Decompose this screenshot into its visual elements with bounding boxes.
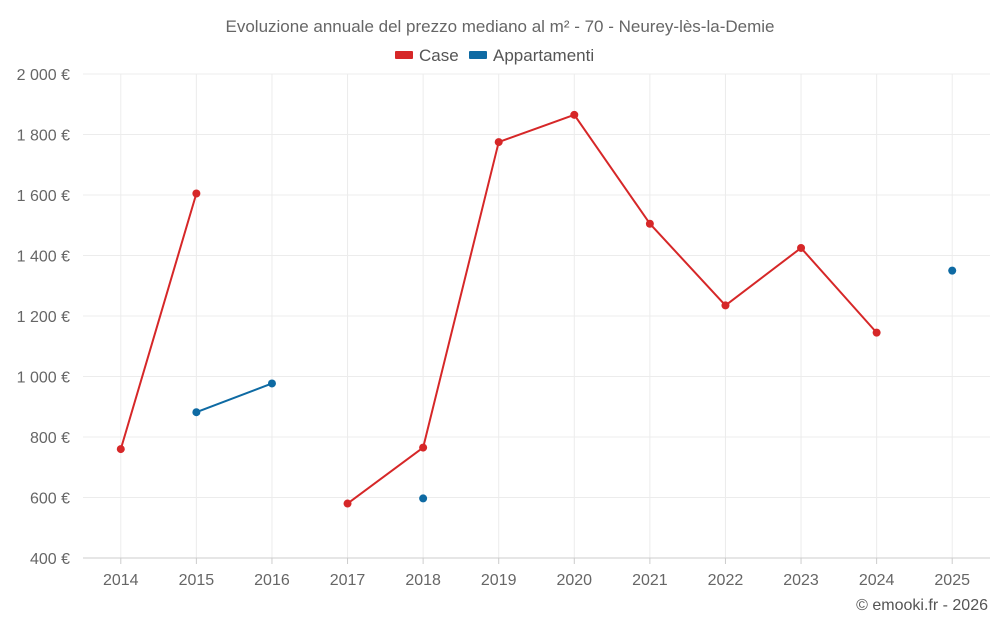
data-point-case-2017[interactable] [343, 499, 352, 508]
y-tick-label: 1 800 € [17, 128, 70, 145]
data-point-case-2020[interactable] [570, 110, 579, 119]
legend-swatch-case [395, 51, 413, 59]
series-case-segment [573, 113, 651, 225]
y-tick-label: 2 000 € [17, 67, 70, 84]
series-case-segment [800, 246, 878, 334]
y-tick-label: 1 400 € [17, 249, 70, 266]
series-case-segment [648, 222, 727, 307]
x-tick-label: 2021 [632, 572, 668, 589]
data-point-appartamenti-2016[interactable] [267, 379, 276, 388]
data-point-case-2022[interactable] [721, 301, 730, 310]
x-tick-label: 2019 [481, 572, 517, 589]
data-point-case-2023[interactable] [797, 243, 806, 252]
x-tick-label: 2020 [556, 572, 592, 589]
y-axis: 400 € 600 € 800 € 1 000 € 1 200 € 1 400 € 1 60… [17, 67, 70, 568]
y-tick-label: 800 € [30, 430, 70, 447]
y-tick-label: 1 000 € [17, 370, 70, 387]
grid [83, 73, 990, 559]
data-point-appartamenti-2025[interactable] [948, 266, 957, 275]
data-point-appartamenti-2018[interactable] [419, 494, 428, 503]
data-point-case-2015[interactable] [192, 189, 201, 198]
x-axis: 2014 2015 2016 2017 2018 2019 2020 2021 2022 2023… [83, 557, 990, 589]
data-point-case-2024[interactable] [872, 328, 881, 337]
x-tick-label: 2023 [783, 572, 819, 589]
y-tick-label: 600 € [30, 491, 70, 508]
legend-label-appartamenti[interactable]: Appartamenti [493, 46, 594, 65]
data-point-case-2014[interactable] [116, 445, 125, 454]
data-point-appartamenti-2015[interactable] [192, 408, 201, 417]
legend-label-case[interactable]: Case [419, 46, 459, 65]
data-point-case-2019[interactable] [494, 138, 503, 147]
credit-text: © emooki.fr - 2026 [856, 597, 988, 614]
y-tick-label: 1 200 € [17, 309, 70, 326]
x-tick-label: 2025 [934, 572, 970, 589]
x-tick-label: 2014 [103, 572, 139, 589]
x-tick-label: 2024 [859, 572, 895, 589]
series-case-segment [422, 141, 500, 449]
series-case-segment [346, 446, 425, 505]
plot-area [116, 110, 957, 508]
legend: Case Appartamenti [395, 46, 594, 65]
x-tick-label: 2015 [179, 572, 215, 589]
series-case-segment [119, 192, 198, 451]
legend-swatch-appartamenti [469, 51, 487, 59]
y-tick-label: 400 € [30, 551, 70, 568]
series-appartamenti-segment [195, 382, 273, 414]
x-tick-label: 2017 [330, 572, 366, 589]
chart-title: Evoluzione annuale del prezzo mediano al… [226, 17, 775, 36]
series-case-segment [497, 113, 576, 144]
y-tick-label: 1 600 € [17, 188, 70, 205]
x-tick-label: 2022 [708, 572, 744, 589]
data-point-case-2021[interactable] [645, 219, 654, 228]
data-point-case-2018[interactable] [419, 443, 428, 452]
series-case [116, 110, 881, 508]
series-case-segment [724, 246, 803, 307]
series-appartamenti [192, 266, 957, 503]
x-tick-label: 2016 [254, 572, 290, 589]
x-tick-label: 2018 [405, 572, 441, 589]
